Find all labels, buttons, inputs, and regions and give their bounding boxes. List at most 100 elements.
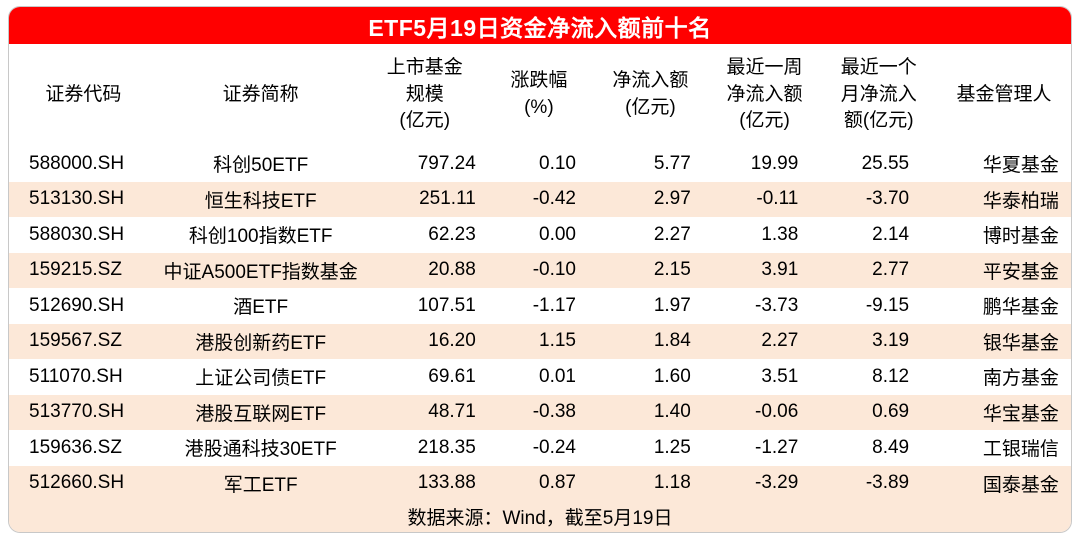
table-title: ETF5月19日资金净流入额前十名 [9,7,1071,44]
fund-manager: 银华基金 [982,332,1059,354]
week-net-inflow: 3.91 [761,259,799,281]
col-header-net-inflow: 净流入额 (亿元) [612,70,689,118]
net-inflow: 2.15 [653,259,691,281]
week-net-inflow: -0.06 [755,401,799,423]
fund-manager: 博时基金 [982,226,1059,248]
week-net-inflow: -3.73 [755,294,799,316]
change-pct: 0.01 [539,365,576,387]
col-header-fund-manager: 基金管理人 [956,83,1052,105]
change-pct: -0.24 [532,436,576,458]
change-pct: -1.17 [532,294,576,316]
fund-manager: 工银瑞信 [982,439,1059,461]
month-net-inflow: 0.69 [872,401,910,423]
change-pct: -0.10 [532,259,576,281]
header-row: 证券代码 证券简称 上市基金 规模 (亿元) 涨跌幅 (%) 净流入额 (亿元)… [9,44,1071,146]
change-pct: 0.10 [539,152,576,174]
fund-size: 20.88 [428,259,476,281]
month-net-inflow: 2.77 [872,259,910,281]
fund-manager: 华泰柏瑞 [982,190,1059,212]
net-inflow: 1.60 [653,365,691,387]
change-pct: -0.38 [532,401,576,423]
month-net-inflow: -3.70 [865,188,910,210]
table-row: 512690.SH 酒ETF 107.51 -1.17 1.97 -3.73 -9.15 鹏华… [9,288,1071,324]
security-name: 中证A500ETF指数基金 [163,261,358,283]
month-net-inflow: -9.15 [865,294,910,316]
net-inflow: 1.25 [653,436,691,458]
net-inflow: 1.97 [653,294,691,316]
week-net-inflow: 2.27 [761,330,799,352]
fund-size: 133.88 [417,472,476,494]
month-net-inflow: 3.19 [872,330,910,352]
table-body: 588000.SH 科创50ETF 797.24 0.10 5.77 19.99 25.55… [9,146,1071,501]
security-code: 513770.SH [29,401,125,423]
table-row: 159636.SZ 港股通科技30ETF 218.35 -0.24 1.25 -1.27 8… [9,430,1071,466]
fund-size: 16.20 [428,330,476,352]
week-net-inflow: -3.29 [755,472,799,494]
table-row: 159215.SZ 中证A500ETF指数基金 20.88 -0.10 2.15 3.91… [9,252,1071,288]
net-inflow: 2.97 [653,188,691,210]
change-pct: 0.87 [539,472,576,494]
fund-size: 218.35 [417,436,476,458]
table-row: 159567.SZ 港股创新药ETF 16.20 1.15 1.84 2.27 3.19 银华… [9,323,1071,359]
security-name: 港股通科技30ETF [184,439,337,461]
change-pct: -0.42 [532,188,576,210]
fund-size: 107.51 [417,294,476,316]
week-net-inflow: 19.99 [750,152,799,174]
net-inflow: 2.27 [653,223,691,245]
month-net-inflow: 25.55 [861,152,910,174]
month-net-inflow: -3.89 [865,472,910,494]
week-net-inflow: -1.27 [755,436,799,458]
col-header-fund-size: 上市基金 规模 (亿元) [386,57,463,132]
fund-manager: 华夏基金 [982,155,1059,177]
month-net-inflow: 8.49 [872,436,910,458]
col-header-security-code: 证券代码 [45,83,122,105]
col-header-change-pct: 涨跌幅 (%) [510,70,568,118]
week-net-inflow: -0.11 [756,188,799,210]
fund-manager: 鹏华基金 [982,297,1059,319]
change-pct: 0.00 [539,223,576,245]
security-code: 159215.SZ [29,259,122,281]
security-name: 上证公司债ETF [195,368,327,390]
table-row: 513770.SH 港股互联网ETF 48.71 -0.38 1.40 -0.06 0.69… [9,394,1071,430]
table-row: 511070.SH 上证公司债ETF 69.61 0.01 1.60 3.51 8.12 南方… [9,359,1071,395]
col-header-security-name: 证券简称 [222,83,299,105]
fund-manager: 南方基金 [982,368,1059,390]
table-row: 588030.SH 科创100指数ETF 62.23 0.00 2.27 1.38 2.14… [9,217,1071,253]
table-row: 588000.SH 科创50ETF 797.24 0.10 5.77 19.99 25.55… [9,146,1071,182]
fund-manager: 国泰基金 [982,474,1059,496]
security-code: 511070.SH [29,365,123,387]
security-name: 酒ETF [233,297,289,319]
table-row: 513130.SH 恒生科技ETF 251.11 -0.42 2.97 -0.11 -3.7… [9,181,1071,217]
security-name: 科创50ETF [213,155,309,177]
week-net-inflow: 3.51 [761,365,799,387]
security-code: 512660.SH [29,472,125,494]
fund-size: 48.71 [428,401,476,423]
security-code: 513130.SH [29,188,125,210]
net-inflow: 1.84 [653,330,691,352]
fund-size: 797.24 [417,152,476,174]
month-net-inflow: 8.12 [872,365,910,387]
security-code: 588000.SH [29,152,125,174]
fund-manager: 平安基金 [982,261,1059,283]
table-row: 512660.SH 军工ETF 133.88 0.87 1.18 -3.29 -3.89 国泰… [9,465,1071,501]
net-inflow: 1.40 [653,401,691,423]
fund-manager: 华宝基金 [982,403,1059,425]
fund-size: 251.11 [419,188,476,210]
security-name: 科创100指数ETF [188,226,333,248]
etf-net-inflow-table: ETF5月19日资金净流入额前十名 证券代码 证券简称 上市基金 规模 (亿元)… [8,6,1072,533]
security-name: 恒生科技ETF [204,190,317,212]
change-pct: 1.15 [539,330,576,352]
col-header-week-net-inflow: 最近一周 净流入额 (亿元) [726,57,803,132]
fund-size: 62.23 [428,223,476,245]
security-name: 港股互联网ETF [195,403,327,425]
net-inflow: 1.18 [653,472,691,494]
data-source: 数据来源：Wind，截至5月19日 [9,501,1071,532]
security-code: 159636.SZ [29,436,122,458]
security-name: 军工ETF [223,474,298,496]
security-code: 588030.SH [29,223,125,245]
fund-size: 69.61 [428,365,476,387]
week-net-inflow: 1.38 [761,223,799,245]
month-net-inflow: 2.14 [872,223,910,245]
security-name: 港股创新药ETF [195,332,327,354]
col-header-month-net-inflow: 最近一个 月净流入 额(亿元) [840,57,917,132]
